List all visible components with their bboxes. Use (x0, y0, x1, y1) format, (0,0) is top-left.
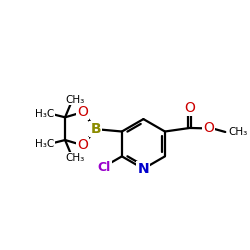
Text: O: O (184, 100, 195, 114)
Text: Cl: Cl (98, 161, 111, 174)
Text: CH₃: CH₃ (65, 153, 84, 163)
Text: H₃C: H₃C (35, 138, 54, 148)
Text: CH₃: CH₃ (228, 127, 248, 137)
Text: H₃C: H₃C (35, 109, 54, 119)
Text: B: B (90, 122, 101, 136)
Text: O: O (78, 105, 88, 119)
Text: O: O (203, 122, 214, 136)
Text: N: N (138, 162, 149, 176)
Text: O: O (78, 138, 88, 152)
Text: CH₃: CH₃ (65, 94, 84, 104)
